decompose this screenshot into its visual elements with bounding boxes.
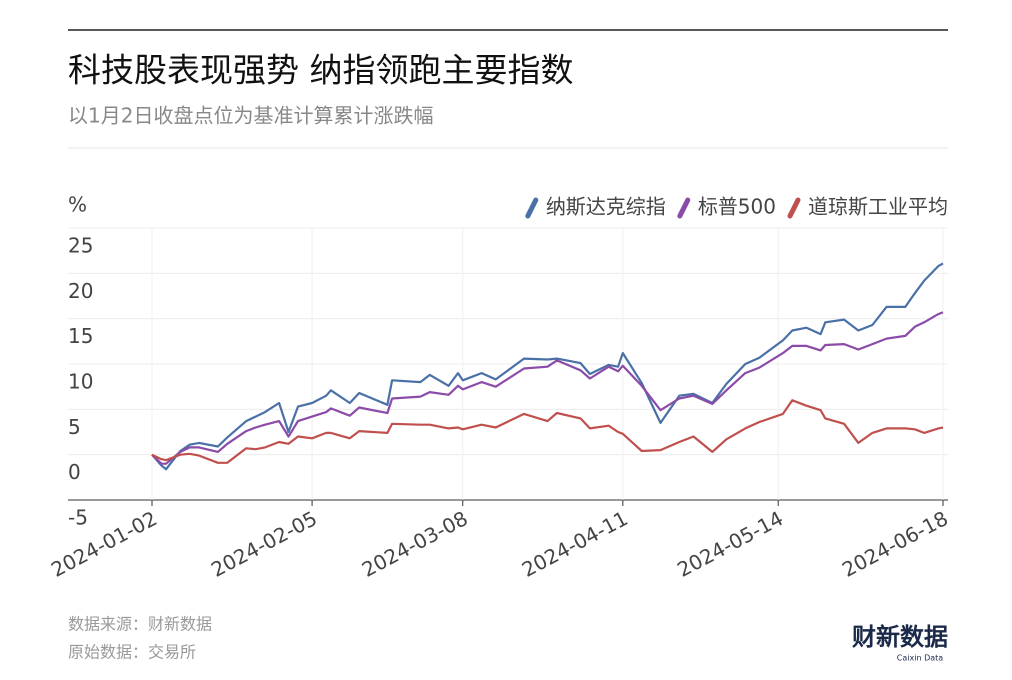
x-tick-label: 2024-04-11 xyxy=(518,506,632,582)
raw-source: 原始数据：交易所 xyxy=(68,643,196,662)
legend: 道琼斯工业平均 标普500 纳斯达克综指 xyxy=(525,195,948,219)
y-tick-label: -5 xyxy=(68,506,88,530)
legend-swatch xyxy=(525,197,539,219)
y-tick-label: 25 xyxy=(68,234,93,258)
logo: 财新数据 xyxy=(852,623,948,651)
source: 数据来源：财新数据 xyxy=(68,615,212,634)
x-tick-label: 2024-06-18 xyxy=(838,506,952,582)
y-tick-label: 5 xyxy=(68,415,81,439)
x-tick-label: 2024-02-05 xyxy=(207,506,321,582)
series-line xyxy=(151,311,944,465)
legend-label: 标普500 xyxy=(698,195,776,219)
chart-title: 科技股表现强势 纳指领跑主要指数 xyxy=(68,51,574,90)
legend-swatch xyxy=(787,197,801,219)
y-axis-label: % xyxy=(68,193,87,217)
chart-subtitle: 以1月2日收盘点位为基准计算累计涨跌幅 xyxy=(68,104,433,128)
legend-swatch xyxy=(677,197,691,219)
x-tick-label: 2024-05-14 xyxy=(673,506,787,582)
legend-label: 道琼斯工业平均 xyxy=(808,195,948,219)
y-tick-label: 0 xyxy=(68,460,81,484)
y-tick-label: 15 xyxy=(68,324,93,348)
logo-sub: Caixin Data xyxy=(897,654,943,663)
series-line xyxy=(151,399,944,464)
y-tick-label: 10 xyxy=(68,370,93,394)
legend-label: 纳斯达克综指 xyxy=(546,195,666,219)
series-line xyxy=(151,262,944,471)
x-tick-label: 2024-03-08 xyxy=(358,506,472,582)
y-tick-label: 20 xyxy=(68,279,93,303)
x-tick-label: 2024-01-02 xyxy=(47,506,161,582)
